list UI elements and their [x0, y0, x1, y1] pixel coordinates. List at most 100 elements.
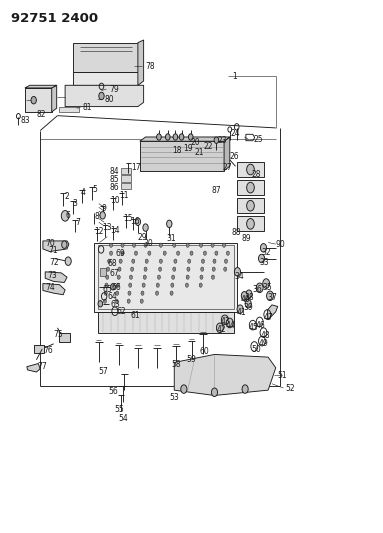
Text: 52: 52	[285, 384, 295, 392]
Circle shape	[143, 224, 148, 231]
Circle shape	[159, 243, 162, 247]
Circle shape	[110, 251, 113, 255]
Polygon shape	[45, 272, 67, 282]
Polygon shape	[237, 216, 264, 231]
Circle shape	[242, 385, 248, 393]
Text: 75: 75	[54, 330, 64, 339]
Circle shape	[216, 323, 223, 333]
Text: 71: 71	[48, 246, 58, 255]
Circle shape	[115, 299, 118, 303]
Circle shape	[174, 259, 177, 263]
Text: 49: 49	[259, 340, 268, 348]
Text: 2: 2	[65, 192, 69, 201]
Text: 31: 31	[166, 234, 176, 243]
Polygon shape	[174, 354, 276, 395]
Circle shape	[173, 243, 176, 247]
Circle shape	[157, 275, 160, 279]
Circle shape	[203, 251, 206, 255]
Circle shape	[211, 388, 218, 397]
Circle shape	[119, 259, 122, 263]
Text: 77: 77	[37, 362, 47, 370]
Circle shape	[98, 301, 103, 307]
Polygon shape	[237, 162, 264, 177]
Text: 58: 58	[171, 360, 181, 369]
Text: 42: 42	[216, 326, 226, 334]
Bar	[121, 175, 131, 182]
Circle shape	[172, 275, 175, 279]
Text: 55: 55	[115, 405, 124, 414]
Polygon shape	[140, 141, 224, 171]
Circle shape	[226, 251, 229, 255]
Text: 39: 39	[243, 303, 253, 311]
Polygon shape	[267, 305, 278, 320]
Circle shape	[173, 134, 178, 140]
Circle shape	[31, 96, 36, 104]
Text: 92751 2400: 92751 2400	[11, 12, 98, 25]
Text: 33: 33	[259, 258, 269, 266]
Text: 59: 59	[187, 355, 196, 364]
Circle shape	[181, 385, 187, 393]
Text: 3: 3	[72, 199, 77, 208]
Text: 62: 62	[116, 308, 126, 316]
Circle shape	[144, 243, 147, 247]
Text: 10: 10	[110, 197, 119, 205]
Circle shape	[186, 275, 189, 279]
Text: 79: 79	[110, 85, 119, 93]
Text: 35: 35	[262, 283, 272, 292]
Circle shape	[200, 275, 203, 279]
Text: 88: 88	[232, 229, 241, 237]
Text: 70: 70	[45, 239, 55, 248]
Text: 16: 16	[130, 217, 140, 225]
Circle shape	[129, 275, 133, 279]
Circle shape	[259, 254, 265, 263]
Polygon shape	[27, 364, 40, 372]
Text: 46: 46	[256, 321, 266, 329]
Circle shape	[159, 259, 162, 263]
Circle shape	[185, 283, 188, 287]
Text: 61: 61	[131, 311, 141, 319]
Text: 29: 29	[137, 233, 147, 241]
Circle shape	[267, 291, 273, 301]
Polygon shape	[138, 40, 144, 85]
Text: 1: 1	[232, 72, 236, 81]
Text: 27: 27	[223, 164, 232, 172]
Text: 68: 68	[107, 260, 117, 268]
Text: 32: 32	[261, 248, 271, 256]
Circle shape	[234, 268, 241, 276]
Circle shape	[224, 259, 228, 263]
Circle shape	[121, 251, 124, 255]
Text: 82: 82	[36, 110, 46, 118]
Text: 53: 53	[170, 393, 180, 402]
Polygon shape	[224, 137, 230, 171]
Circle shape	[141, 291, 144, 295]
Text: 57: 57	[98, 367, 108, 376]
Circle shape	[116, 291, 119, 295]
Text: 6: 6	[65, 212, 70, 220]
Bar	[34, 345, 44, 353]
Text: 44: 44	[226, 321, 236, 329]
Circle shape	[165, 134, 170, 140]
Text: 37: 37	[267, 294, 277, 302]
Text: 66: 66	[111, 284, 121, 292]
Text: 34: 34	[234, 272, 244, 281]
Circle shape	[116, 283, 119, 287]
Polygon shape	[237, 198, 264, 213]
Polygon shape	[94, 243, 237, 312]
Text: 17: 17	[131, 163, 141, 172]
Polygon shape	[59, 107, 79, 112]
Bar	[121, 168, 131, 174]
Circle shape	[148, 251, 151, 255]
Text: 20: 20	[191, 138, 201, 147]
Text: 78: 78	[146, 62, 155, 70]
Circle shape	[221, 315, 228, 325]
Circle shape	[134, 251, 137, 255]
Circle shape	[188, 134, 193, 140]
Circle shape	[247, 164, 254, 175]
Text: 56: 56	[108, 387, 118, 396]
Text: 22: 22	[204, 142, 213, 150]
Text: 65: 65	[102, 286, 112, 294]
Text: 15: 15	[123, 214, 133, 223]
Text: 40: 40	[241, 295, 250, 303]
Bar	[59, 333, 70, 342]
Text: 80: 80	[105, 95, 115, 103]
